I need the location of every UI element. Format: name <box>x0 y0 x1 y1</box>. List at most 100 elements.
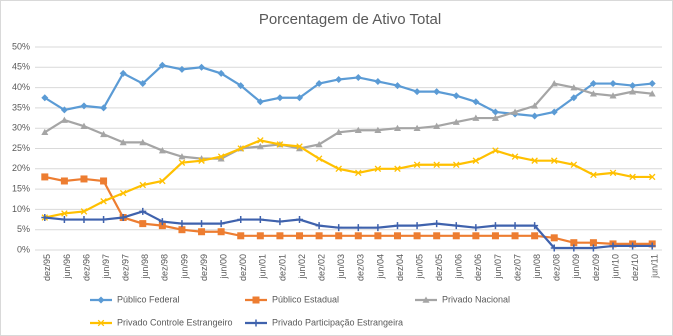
legend-item: Privado Controle Estrangeiro <box>90 317 233 327</box>
marker <box>100 216 108 224</box>
y-tick-label: 50% <box>12 41 30 51</box>
marker <box>80 216 88 224</box>
marker <box>648 80 656 88</box>
marker <box>492 147 499 154</box>
marker <box>158 61 166 69</box>
marker <box>60 116 68 123</box>
marker <box>252 296 260 304</box>
marker <box>413 161 421 168</box>
marker <box>276 94 284 102</box>
marker <box>139 207 147 215</box>
marker <box>531 232 539 240</box>
marker <box>472 224 480 232</box>
marker <box>472 114 480 121</box>
marker <box>61 210 68 217</box>
x-tick-label: jun/97 <box>101 254 111 280</box>
y-tick-label: 10% <box>12 204 30 214</box>
marker <box>511 153 519 160</box>
series <box>41 207 656 252</box>
marker <box>139 220 147 228</box>
marker <box>158 222 166 230</box>
marker <box>335 224 343 232</box>
marker <box>198 157 205 164</box>
marker <box>41 214 49 222</box>
marker <box>217 69 225 77</box>
marker <box>413 88 421 96</box>
chart-title: Porcentagem de Ativo Total <box>259 11 441 28</box>
marker <box>276 218 284 226</box>
x-tick-label: dez/09 <box>591 254 601 281</box>
marker <box>433 232 441 240</box>
marker <box>119 69 127 77</box>
x-tick-label: dez/97 <box>121 254 131 281</box>
marker <box>511 108 519 115</box>
x-tick-label: dez/03 <box>356 254 366 281</box>
marker <box>296 143 303 150</box>
marker <box>257 137 264 144</box>
marker <box>570 161 578 168</box>
marker <box>80 122 88 129</box>
marker <box>217 228 225 236</box>
marker <box>629 82 637 90</box>
marker <box>60 106 68 114</box>
marker <box>119 189 127 197</box>
marker <box>629 88 637 95</box>
marker <box>452 232 460 240</box>
marker <box>472 157 480 164</box>
marker <box>422 296 430 303</box>
marker <box>296 145 304 152</box>
marker <box>97 319 105 327</box>
series-line <box>44 64 653 118</box>
marker <box>315 80 323 88</box>
marker <box>393 232 401 240</box>
marker <box>433 122 441 129</box>
marker <box>41 128 49 136</box>
marker <box>237 82 245 90</box>
legend-label: Privado Participação Estrangeira <box>272 317 403 327</box>
legend-item: Privado Nacional <box>415 294 510 304</box>
marker <box>590 171 597 179</box>
marker <box>491 232 499 240</box>
x-tick-label: dez/98 <box>160 254 170 281</box>
marker <box>198 63 206 71</box>
marker <box>374 165 382 173</box>
x-tick-label: dez/10 <box>630 254 640 281</box>
x-tick-label: jun/04 <box>375 254 385 280</box>
marker <box>609 92 617 99</box>
series <box>41 61 656 120</box>
marker <box>511 222 519 230</box>
marker <box>374 232 382 240</box>
marker <box>491 222 499 230</box>
marker <box>433 88 441 96</box>
marker <box>629 173 636 181</box>
marker <box>374 126 382 134</box>
marker <box>80 175 88 183</box>
marker <box>315 155 323 162</box>
x-tick-label: jun/98 <box>140 254 150 280</box>
marker <box>315 140 323 148</box>
y-tick-label: 0% <box>17 244 30 254</box>
marker <box>217 155 225 162</box>
marker <box>335 128 343 136</box>
marker <box>198 220 206 228</box>
x-tick-label: jun/03 <box>336 254 346 280</box>
marker <box>550 80 558 87</box>
marker <box>648 173 656 181</box>
marker <box>413 222 421 230</box>
marker <box>531 157 538 164</box>
marker <box>256 232 264 240</box>
x-tick-label: jun/05 <box>414 254 424 280</box>
marker <box>354 232 362 240</box>
legend-label: Público Estadual <box>272 294 339 304</box>
y-tick-label: 25% <box>12 143 30 153</box>
marker <box>276 141 284 148</box>
x-tick-label: dez/07 <box>512 254 522 281</box>
marker <box>374 224 382 232</box>
marker <box>589 80 597 88</box>
marker <box>80 102 88 110</box>
marker <box>609 169 617 177</box>
marker <box>629 242 637 250</box>
x-tick-label: jun/01 <box>258 254 268 280</box>
marker <box>550 108 558 116</box>
marker <box>570 239 578 247</box>
